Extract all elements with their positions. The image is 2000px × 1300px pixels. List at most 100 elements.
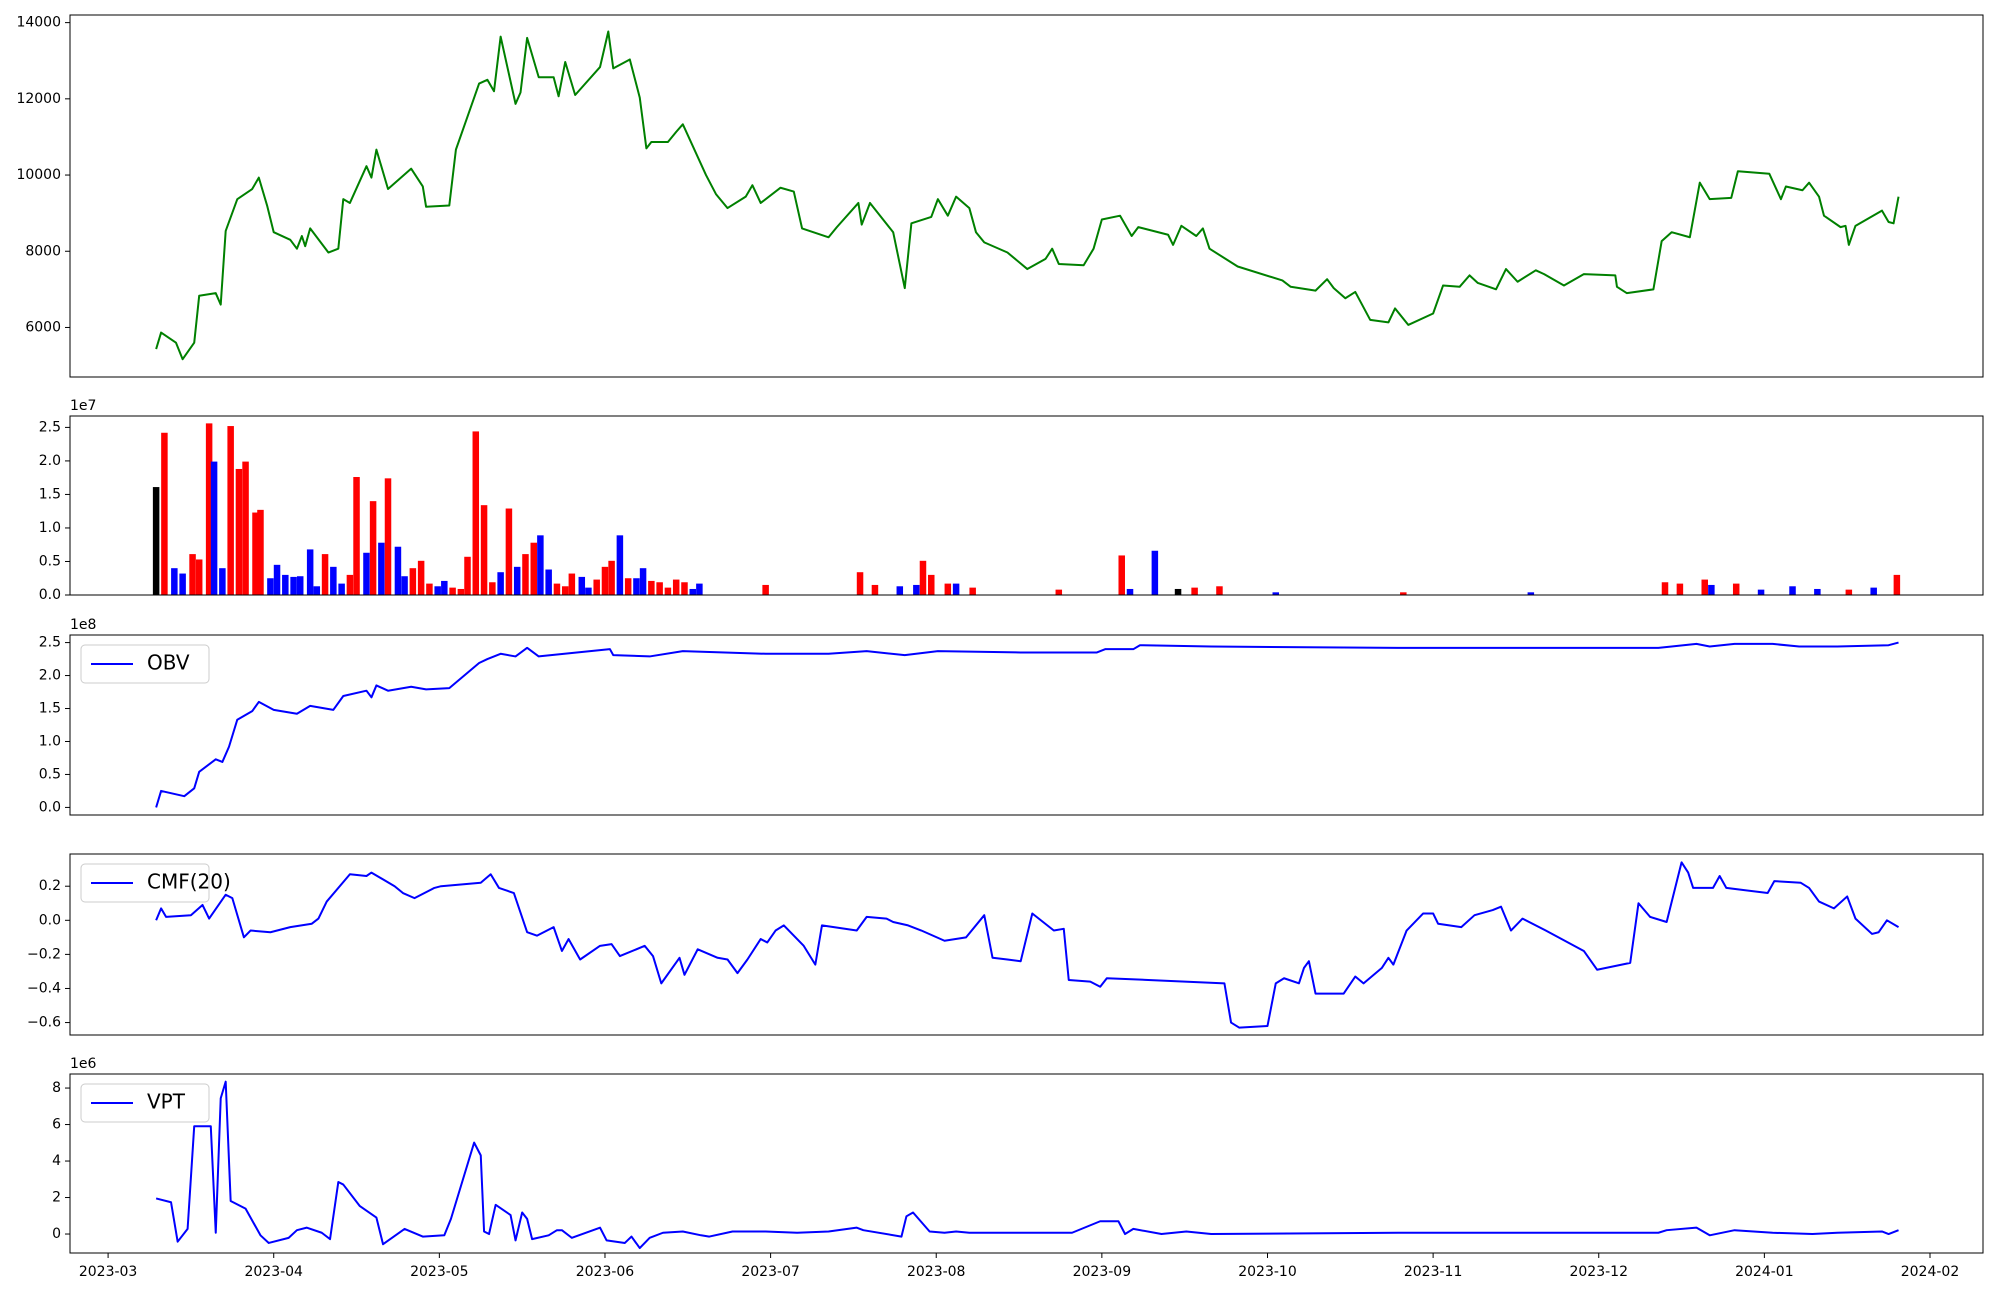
- line: [155, 1080, 1899, 1250]
- x-tick-label: 2023-12: [1569, 1264, 1628, 1280]
- bar: [497, 572, 504, 595]
- x-tick-label: 2024-02: [1901, 1264, 1960, 1280]
- y-tick-label: 6: [52, 1117, 61, 1133]
- y-tick-label: 0.0: [39, 912, 61, 928]
- y-tick-label: 2: [52, 1190, 61, 1206]
- legend-box: [80, 863, 210, 903]
- y-tick-label: 0.5: [39, 766, 61, 782]
- bar: [672, 579, 680, 595]
- bar: [1126, 588, 1134, 595]
- bar: [1191, 587, 1198, 595]
- bar: [561, 586, 569, 595]
- bar: [856, 572, 864, 595]
- axes-frame: [69, 14, 1984, 378]
- bar: [1732, 583, 1740, 595]
- y-tick-label: 8: [52, 1080, 61, 1096]
- bar: [449, 587, 456, 595]
- bar: [1151, 550, 1159, 595]
- bar: [1400, 592, 1407, 595]
- bar: [1118, 555, 1125, 595]
- bar: [553, 583, 561, 595]
- bar: [1789, 586, 1796, 595]
- y-tick-label: 2.5: [39, 635, 61, 651]
- bar: [189, 554, 196, 595]
- bar: [290, 576, 297, 595]
- axis-offset-label: 1e6: [70, 1056, 97, 1072]
- bar: [1814, 588, 1821, 595]
- legend-label: CMF(20): [147, 870, 231, 894]
- bar: [762, 584, 769, 595]
- bar: [1870, 587, 1877, 595]
- bar: [1701, 579, 1708, 595]
- bar: [505, 508, 513, 595]
- bar: [426, 583, 433, 595]
- bar: [1845, 589, 1853, 595]
- y-tick-label: 0.0: [39, 587, 61, 603]
- bar: [257, 509, 264, 595]
- y-tick-label: 2.5: [39, 419, 61, 435]
- y-tick-label: 14000: [16, 15, 61, 31]
- bar: [578, 576, 586, 595]
- x-tick-label: 2023-10: [1238, 1264, 1297, 1280]
- x-tick-label: 2023-05: [410, 1264, 469, 1280]
- bar: [969, 587, 976, 595]
- legend-label: OBV: [147, 651, 190, 675]
- bar: [537, 535, 544, 595]
- x-tick-label: 2023-03: [79, 1264, 138, 1280]
- bar: [593, 579, 600, 595]
- bar: [346, 574, 354, 595]
- bar: [616, 535, 624, 595]
- bar: [227, 426, 234, 595]
- axes-frame: [69, 1073, 1984, 1254]
- legend-box: [80, 1083, 210, 1123]
- bar: [480, 505, 488, 595]
- bar: [648, 580, 655, 595]
- x-tick-label: 2023-11: [1404, 1264, 1463, 1280]
- bar: [689, 588, 697, 595]
- bar: [656, 582, 663, 595]
- line: [155, 30, 1900, 361]
- bar: [639, 568, 647, 595]
- x-tick-label: 2024-01: [1735, 1264, 1794, 1280]
- bar: [1708, 584, 1715, 595]
- bar: [306, 549, 314, 595]
- line: [155, 641, 1899, 808]
- y-tick-label: −0.4: [27, 980, 61, 996]
- y-tick-label: 1.0: [39, 733, 61, 749]
- x-tick-label: 2023-08: [907, 1264, 966, 1280]
- y-tick-label: 1.5: [39, 701, 61, 717]
- bar: [338, 583, 345, 595]
- y-tick-label: 6000: [25, 319, 61, 335]
- y-tick-label: 8000: [25, 243, 61, 259]
- bar: [472, 431, 480, 595]
- bar: [568, 573, 576, 595]
- bar: [696, 583, 703, 595]
- bar: [457, 588, 465, 595]
- axis-offset-label: 1e7: [70, 398, 96, 414]
- bar: [1661, 582, 1669, 595]
- bar: [464, 556, 471, 595]
- bar: [235, 468, 243, 595]
- bar: [1527, 592, 1535, 595]
- bar: [273, 564, 281, 595]
- x-tick-label: 2023-09: [1073, 1264, 1132, 1280]
- legend-label: VPT: [147, 1090, 186, 1114]
- bar: [522, 554, 529, 595]
- axes-frame: [69, 415, 1984, 596]
- bar: [928, 574, 935, 595]
- bar: [363, 552, 370, 595]
- bar: [369, 501, 377, 595]
- y-tick-label: 12000: [16, 91, 61, 107]
- y-tick-label: 10000: [16, 167, 61, 183]
- bar: [489, 582, 496, 595]
- legend-box: [80, 644, 210, 684]
- bar: [944, 583, 952, 595]
- bar: [585, 587, 592, 595]
- bar: [378, 542, 385, 595]
- y-tick-label: 1.0: [39, 520, 61, 536]
- bar: [179, 573, 186, 595]
- y-tick-label: −0.2: [27, 946, 61, 962]
- line: [155, 861, 1900, 1029]
- bar: [282, 574, 289, 595]
